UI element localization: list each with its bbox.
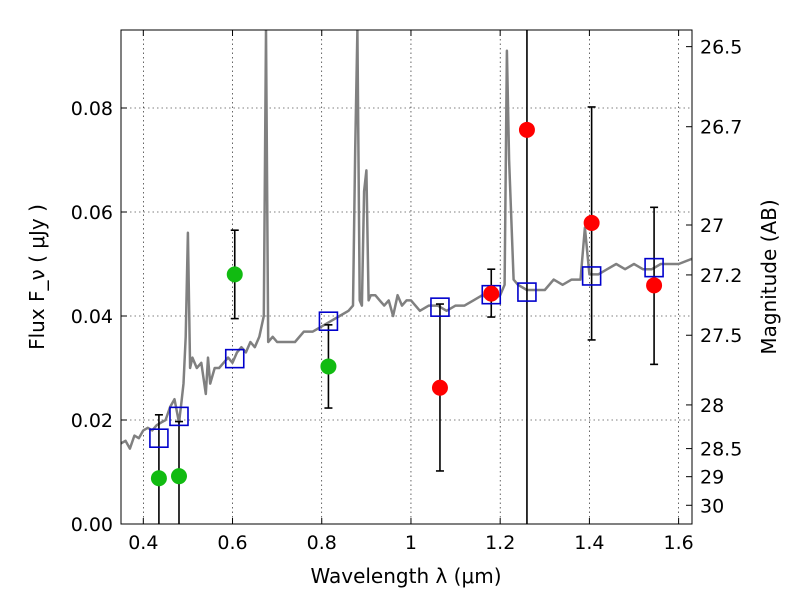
- x-tick-label: 1: [405, 532, 417, 554]
- detected-point: [150, 470, 167, 487]
- right-axis-label: Magnitude (AB): [757, 199, 781, 354]
- y-tick-label: 0.04: [71, 306, 113, 328]
- x-axis-label: Wavelength λ (μm): [310, 564, 501, 588]
- right-tick-label: 28: [700, 395, 724, 417]
- x-tick-label: 1.4: [574, 532, 604, 554]
- model-point: [581, 266, 602, 286]
- detected-point: [226, 266, 243, 283]
- x-tick-label: 0.8: [307, 532, 337, 554]
- right-tick-label: 29: [700, 467, 724, 489]
- model-point: [149, 428, 169, 449]
- other-point: [483, 285, 500, 302]
- spectrum-layer: [121, 30, 692, 450]
- x-tick-label: 1.6: [664, 532, 694, 554]
- x-tick-label: 0.4: [128, 532, 158, 554]
- plot-frame: [120, 29, 693, 525]
- y-tick-label: 0.08: [71, 98, 113, 120]
- y-axis-label: Flux F_ν ( μJy ): [25, 204, 49, 350]
- right-tick-label: 30: [700, 495, 724, 517]
- x-tick-label: 0.6: [217, 532, 247, 554]
- other-point: [431, 379, 448, 396]
- grid: [121, 30, 692, 524]
- right-tick-label: 27.5: [700, 325, 742, 347]
- right-tick-label: 27: [700, 215, 724, 237]
- y-tick-label: 0.00: [71, 514, 113, 536]
- model-point: [430, 297, 450, 317]
- right-tick-label: 28.5: [700, 439, 742, 461]
- right-tick-label: 27.2: [700, 265, 742, 287]
- model-point: [169, 406, 189, 427]
- other-point: [518, 121, 535, 138]
- y-tick-label: 0.06: [71, 202, 113, 224]
- detected-point: [170, 468, 187, 485]
- other-point: [583, 214, 600, 231]
- right-tick-label: 26.7: [700, 117, 742, 139]
- detected-point: [320, 358, 337, 375]
- other-point: [646, 277, 663, 294]
- right-tick-label: 26.5: [700, 37, 742, 59]
- model-point: [644, 257, 664, 278]
- marker-layer: [149, 121, 664, 487]
- y-tick-label: 0.02: [71, 410, 113, 432]
- model-point: [517, 282, 537, 302]
- x-tick-label: 1.2: [485, 532, 515, 554]
- tick-layer: 0.4 0.6 0.8 1 1.2 1.4 1.6 0.00 0.02 0.04 0.06 0.08 2…: [71, 30, 742, 554]
- model-point: [224, 348, 245, 369]
- spectrum-line: [121, 30, 692, 450]
- model-point: [318, 311, 339, 332]
